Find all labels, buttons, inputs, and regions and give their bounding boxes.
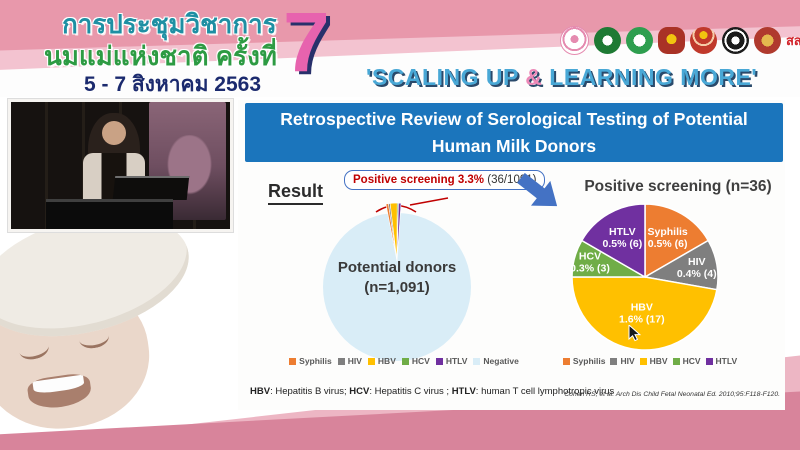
event-edition-number: 7 [283,0,330,89]
legend-swatch [473,357,481,365]
left-pie-center-label: Potential donors (n=1,091) [322,258,472,297]
legend-item-hiv: HIV [337,356,362,366]
potential-donors-pie-chart [323,202,471,361]
baby-backdrop-photo [0,232,233,450]
footnote-part: : Hepatitis C virus ; [369,386,452,397]
reference-citation: Cohen RS, et al. Arch Dis Child Fetal Ne… [564,391,780,398]
podium-laptop [112,175,190,200]
slide-title: Retrospective Review of Serological Test… [245,103,783,162]
blue-arrow-icon [517,172,558,207]
legend-swatch [705,357,713,365]
legend-item-hcv: HCV [401,356,430,366]
footnote-part: HTLV [451,386,476,397]
legend-swatch [337,357,345,365]
baby-teeth [32,374,85,395]
left-pie-legend: Syphilis HIV HBV HCV HTLV Negative [284,356,524,366]
right-chart-title: Positive screening (n=36) [584,178,772,195]
legend-swatch [289,357,297,365]
footnote-part: HBV [250,386,271,397]
result-heading: Result [268,181,324,205]
legend-item-syphilis: Syphilis [562,356,605,366]
legend-item-hiv: HIV [610,356,635,366]
footnote-part: HCV [349,386,370,397]
thaihealth-logo: สสส [786,33,800,48]
presenter-video-feed[interactable] [8,99,233,232]
center-label-line1: Potential donors [337,259,457,276]
footnote-part: : Hepatitis B virus; [270,386,350,397]
event-slogan: 'SCALING UP & LEARNING MORE' [366,64,757,91]
pediatric-society-emblem-logo [722,27,749,54]
health-department-green-logo [594,27,621,54]
legend-item-hcv: HCV [672,356,701,366]
legend-item-negative: Negative [473,356,519,366]
legend-item-hbv: HBV [367,356,396,366]
event-date: 5 - 7 สิงหาคม 2563 [84,73,262,96]
legend-item-hbv: HBV [639,356,668,366]
royal-college-emblem-logo [754,27,781,54]
slogan-post: LEARNING MORE' [542,64,758,90]
legend-swatch [367,357,375,365]
right-pie-legend: Syphilis HIV HBV HCV HTLV [550,356,750,366]
legend-swatch [401,357,409,365]
mouse-cursor-icon [628,325,641,342]
event-title-line2: นมแม่แห่งชาติ ครั้งที่ [44,41,277,71]
footnote-part: : human T cell lymphotropic virus [475,386,615,397]
legend-swatch [435,357,443,365]
event-header-banner: การประชุมวิชาการ นมแม่แห่งชาติ ครั้งที่ … [0,0,800,97]
event-title-line1: การประชุมวิชาการ [62,9,277,39]
presenter-face [101,121,126,146]
center-label-line2: (n=1,091) [364,278,430,296]
sponsor-logos-row: สสส [560,26,800,55]
abbreviation-footnote: HBV: Hepatitis B virus; HCV: Hepatitis C… [250,386,614,397]
legend-item-htlv: HTLV [435,356,467,366]
medical-services-green-logo [626,27,653,54]
royal-emblem-logo [658,27,685,54]
podium [46,199,174,229]
slogan-ampersand: & [525,64,543,90]
legend-swatch [639,357,647,365]
legend-swatch [610,357,618,365]
legend-item-syphilis: Syphilis [289,356,332,366]
legend-item-htlv: HTLV [705,356,737,366]
legend-swatch [562,357,570,365]
university-crest-logo [690,27,717,54]
breastfeeding-center-logo [560,26,589,55]
slide-canvas[interactable]: Retrospective Review of Serological Test… [238,100,785,410]
callout-highlight: Positive screening 3.3% [353,174,485,186]
slogan-pre: 'SCALING UP [366,64,526,90]
positive-screening-pie-chart: Syphilis 0.5% (6) HIV 0.4% (4) HBV 1.6% (17) H… [570,203,719,351]
legend-swatch [672,357,680,365]
